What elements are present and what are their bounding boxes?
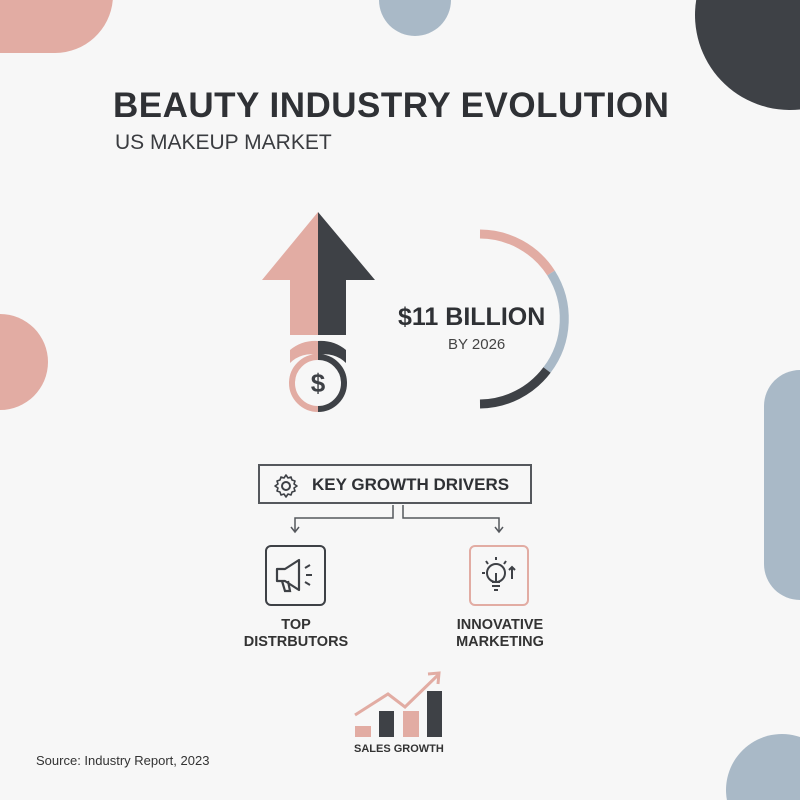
- driver-label-line1: INNOVATIVE: [456, 617, 544, 633]
- deco-blue-bottom-right: [726, 734, 800, 800]
- megaphone-icon: [265, 545, 326, 606]
- driver-innovative-marketing-label: INNOVATIVE MARKETING: [420, 617, 580, 651]
- sales-bar-2: [379, 711, 394, 737]
- deco-dark-top-right: [695, 0, 800, 111]
- deco-blue-top: [379, 0, 451, 36]
- gear-icon: [274, 474, 298, 498]
- market-value: $11 BILLION: [398, 303, 546, 331]
- deco-blue-right: [764, 370, 800, 600]
- driver-label-line2: MARKETING: [456, 634, 544, 650]
- driver-label-line1: TOP: [281, 617, 311, 633]
- key-growth-drivers-box: [258, 464, 532, 504]
- sales-growth-chart-icon: [354, 671, 442, 737]
- sales-growth-label: SALES GROWTH: [354, 743, 444, 755]
- sales-bar-3: [403, 711, 419, 737]
- source-note: Source: Industry Report, 2023: [36, 753, 210, 768]
- forecast-arc: [479, 229, 569, 409]
- key-growth-drivers-heading: KEY GROWTH DRIVERS: [312, 475, 510, 494]
- growth-arrow-icon: $: [262, 212, 375, 412]
- driver-top-distributors-label: TOP DISTRBUTORS: [216, 617, 376, 651]
- coin-dollar: $: [311, 368, 326, 398]
- page-title: BEAUTY INDUSTRY EVOLUTION: [113, 86, 670, 125]
- sales-bar-1: [355, 726, 371, 737]
- lightbulb-icon: [469, 545, 529, 606]
- deco-pink-top-left: [0, 0, 113, 54]
- sales-bar-4: [427, 691, 442, 737]
- deco-pink-left: [0, 314, 48, 410]
- driver-label-line2: DISTRBUTORS: [243, 634, 349, 650]
- page-subtitle: US MAKEUP MARKET: [115, 131, 332, 154]
- market-year: BY 2026: [448, 336, 506, 353]
